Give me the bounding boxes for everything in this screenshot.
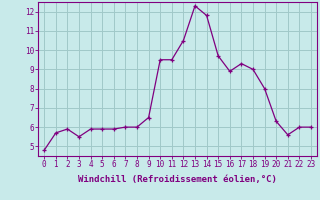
X-axis label: Windchill (Refroidissement éolien,°C): Windchill (Refroidissement éolien,°C) bbox=[78, 175, 277, 184]
